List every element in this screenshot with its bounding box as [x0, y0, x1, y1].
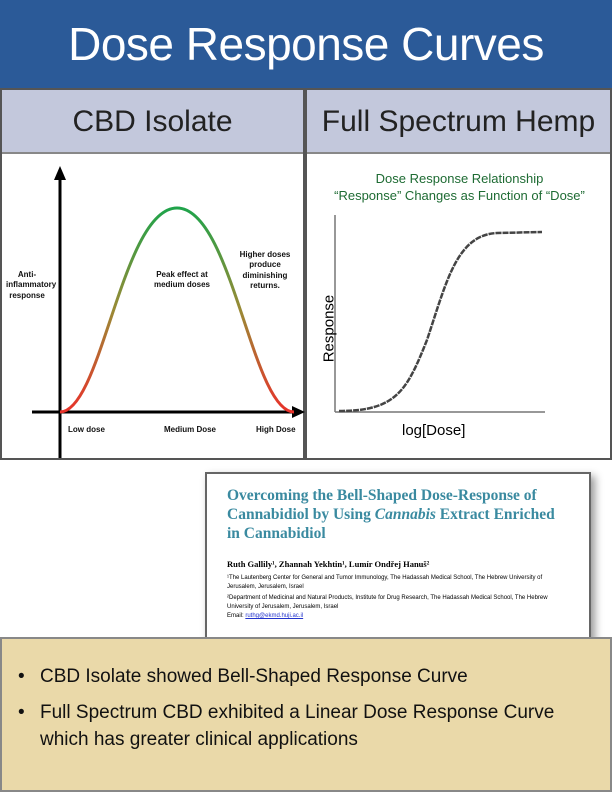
paper-authors: Ruth Gallily¹, Zhannah Yekhtin¹, Lumír O…: [227, 559, 430, 569]
paper-affiliation-1: ¹The Lautenberg Center for General and T…: [227, 575, 543, 590]
y-axis-label: Response: [320, 294, 338, 363]
paper-excerpt: Overcoming the Bell-Shaped Dose-Response…: [205, 472, 591, 642]
bell-curve-chart: [32, 166, 305, 458]
chart-subtitle: “Response” Changes as Function of “Dose”: [334, 188, 585, 203]
email-label: Email:: [227, 613, 246, 619]
sigmoid-curve-line: [338, 230, 543, 413]
email-link[interactable]: ruthg@ekmd.huji.ac.il: [245, 613, 304, 619]
full-spectrum-panel: Full Spectrum Hemp Dose Response Relatio…: [305, 88, 612, 460]
x-axis-label: log[Dose]: [402, 422, 466, 439]
paper-affiliation-2: ²Department of Medicinal and Natural Pro…: [227, 595, 548, 610]
y-axis-arrow: [54, 166, 66, 180]
x-tick-medium: Medium Dose: [164, 425, 217, 434]
summary-box: CBD Isolate showed Bell-Shaped Response …: [0, 637, 612, 792]
x-tick-low: Low dose: [68, 425, 105, 434]
cbd-isolate-panel: CBD Isolate Anti-inflammatory response P…: [0, 88, 305, 460]
paper-title: Overcoming the Bell-Shaped Dose-Response…: [227, 487, 555, 542]
sigmoid-chart: [334, 215, 545, 413]
x-axis-arrow: [292, 406, 305, 418]
annotation-peak: Peak effect at medium doses: [153, 270, 210, 290]
panel-heading: CBD Isolate: [2, 90, 303, 154]
page-title: Dose Response Curves: [0, 0, 612, 88]
bullet-item: Full Spectrum CBD exhibited a Linear Dos…: [18, 699, 590, 753]
bell-curve-line: [59, 206, 295, 414]
chart-title: Dose Response Relationship: [375, 171, 544, 186]
y-axis-label: Anti-inflammatory response: [6, 270, 57, 300]
bullet-item: CBD Isolate showed Bell-Shaped Response …: [18, 663, 590, 690]
x-tick-high: High Dose: [256, 425, 296, 434]
annotation-high: Higher doses produce diminishing returns…: [239, 250, 291, 291]
panel-heading: Full Spectrum Hemp: [307, 90, 610, 154]
